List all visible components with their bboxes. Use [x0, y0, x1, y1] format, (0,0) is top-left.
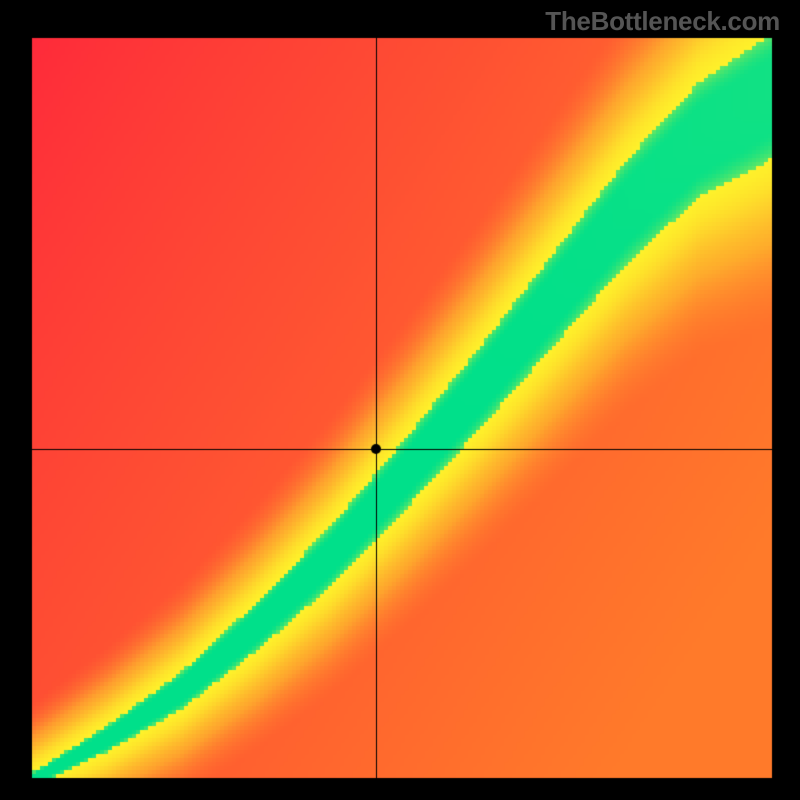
watermark-text: TheBottleneck.com [545, 6, 780, 37]
chart-container: TheBottleneck.com [0, 0, 800, 800]
heatmap-canvas [0, 0, 800, 800]
